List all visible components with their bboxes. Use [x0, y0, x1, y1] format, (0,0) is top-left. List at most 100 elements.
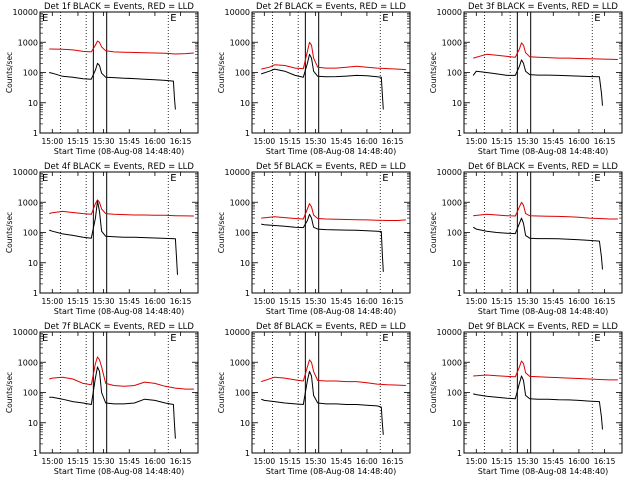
series-events-line — [472, 217, 603, 270]
panel-title: Det 8f BLACK = Events, RED = LLD — [256, 322, 406, 332]
x-tick-label: 15:15 — [279, 457, 301, 466]
y-axis-label: Counts/sec — [5, 212, 14, 253]
y-tick-label: 10000 — [225, 8, 250, 17]
x-tick-label: 16:00 — [144, 297, 166, 306]
x-tick-label: 16:00 — [144, 457, 166, 466]
corner-label-left: E — [42, 13, 48, 24]
x-tick-label: 16:00 — [356, 457, 378, 466]
panel-3: Det 3f BLACK = Events, RED = LLD 1 10 100 10… — [429, 2, 623, 156]
y-tick-label: 1000 — [230, 198, 250, 207]
x-tick-label: 15:45 — [542, 297, 564, 306]
x-tick-label: 16:00 — [356, 297, 378, 306]
x-tick-label: 16:15 — [594, 297, 616, 306]
y-tick-label: 1 — [457, 129, 462, 138]
y-axis-label: Counts/sec — [5, 372, 14, 413]
x-tick-label: 16:15 — [382, 297, 404, 306]
plot-frame — [39, 171, 199, 294]
x-axis-label: Start Time (08-Aug-08 14:48:40) — [266, 467, 397, 476]
y-tick-label: 10 — [240, 259, 250, 268]
x-axis-label: Start Time (08-Aug-08 14:48:40) — [54, 307, 185, 316]
x-axis-label: Start Time (08-Aug-08 14:48:40) — [478, 147, 609, 156]
y-tick-label: 1000 — [442, 358, 462, 367]
y-tick-label: 10000 — [13, 168, 38, 177]
y-tick-label: 10 — [240, 419, 250, 428]
y-tick-label: 10000 — [437, 8, 462, 17]
x-tick-label: 15:00 — [253, 457, 275, 466]
x-tick-label: 15:45 — [330, 457, 352, 466]
x-tick-label: 15:30 — [305, 457, 327, 466]
corner-label-right: E — [170, 333, 176, 344]
series-lld-line — [261, 359, 406, 386]
y-tick-label: 1 — [33, 289, 38, 298]
x-tick-label: 15:00 — [465, 137, 487, 146]
corner-label-right: E — [382, 13, 388, 24]
series-events-line — [473, 375, 603, 430]
x-tick-label: 15:45 — [330, 297, 352, 306]
x-tick-label: 15:00 — [41, 297, 63, 306]
x-tick-label: 16:00 — [568, 457, 590, 466]
x-axis-label: Start Time (08-Aug-08 14:48:40) — [266, 307, 397, 316]
panel-9: Det 9f BLACK = Events, RED = LLD 1 10 100 10… — [429, 322, 623, 476]
x-tick-label: 15:15 — [279, 297, 301, 306]
x-tick-label: 15:15 — [491, 137, 513, 146]
y-tick-label: 1 — [245, 449, 250, 458]
x-tick-label: 16:15 — [594, 137, 616, 146]
x-tick-label: 15:00 — [253, 137, 275, 146]
y-tick-label: 10000 — [225, 328, 250, 337]
x-tick-label: 16:15 — [594, 457, 616, 466]
x-axis-label: Start Time (08-Aug-08 14:48:40) — [54, 147, 185, 156]
y-tick-label: 10000 — [437, 328, 462, 337]
series-lld-line — [261, 41, 406, 71]
x-tick-label: 16:15 — [170, 137, 192, 146]
y-tick-label: 10000 — [437, 168, 462, 177]
corner-label-right: E — [594, 13, 600, 24]
y-tick-label: 100 — [235, 69, 250, 78]
y-axis-label: Counts/sec — [429, 52, 438, 93]
y-axis-label: Counts/sec — [217, 52, 226, 93]
x-tick-label: 15:00 — [41, 457, 63, 466]
y-tick-label: 10 — [452, 259, 462, 268]
y-axis-label: Counts/sec — [429, 212, 438, 253]
x-tick-label: 15:45 — [118, 457, 140, 466]
panel-title: Det 1f BLACK = Events, RED = LLD — [44, 2, 194, 12]
y-tick-label: 10000 — [13, 328, 38, 337]
plot-frame — [39, 331, 199, 454]
x-tick-label: 16:15 — [382, 457, 404, 466]
y-axis-label: Counts/sec — [217, 212, 226, 253]
x-axis-label: Start Time (08-Aug-08 14:48:40) — [478, 307, 609, 316]
series-lld-line — [473, 360, 618, 381]
x-tick-label: 16:00 — [144, 137, 166, 146]
corner-label-right: E — [382, 333, 388, 344]
x-tick-label: 15:30 — [93, 137, 115, 146]
x-tick-label: 15:30 — [517, 137, 539, 146]
x-tick-label: 15:45 — [118, 137, 140, 146]
panel-title: Det 3f BLACK = Events, RED = LLD — [468, 2, 618, 12]
x-tick-label: 15:00 — [41, 137, 63, 146]
y-tick-label: 100 — [235, 229, 250, 238]
x-tick-label: 15:45 — [542, 137, 564, 146]
series-events-line — [472, 59, 603, 106]
panel-1: Det 1f BLACK = Events, RED = LLD 1 10 100 10… — [5, 2, 199, 156]
x-tick-label: 15:15 — [491, 457, 513, 466]
y-tick-label: 100 — [447, 389, 462, 398]
x-tick-label: 15:00 — [465, 457, 487, 466]
y-tick-label: 100 — [235, 389, 250, 398]
series-events-line — [261, 370, 384, 435]
x-tick-label: 15:45 — [330, 137, 352, 146]
y-tick-label: 100 — [23, 69, 38, 78]
corner-label-right: E — [594, 333, 600, 344]
panel-title: Det 6f BLACK = Events, RED = LLD — [468, 162, 618, 172]
panel-title: Det 5f BLACK = Events, RED = LLD — [256, 162, 406, 172]
x-tick-label: 15:00 — [253, 297, 275, 306]
series-events-line — [261, 213, 384, 272]
x-tick-label: 15:15 — [491, 297, 513, 306]
x-tick-label: 15:30 — [305, 137, 327, 146]
y-tick-label: 100 — [447, 69, 462, 78]
y-tick-label: 10000 — [225, 168, 250, 177]
plot-frame — [251, 11, 411, 134]
panel-8: Det 8f BLACK = Events, RED = LLD 1 10 100 10… — [217, 322, 411, 476]
x-tick-label: 15:15 — [67, 137, 89, 146]
series-events-line — [261, 53, 384, 110]
